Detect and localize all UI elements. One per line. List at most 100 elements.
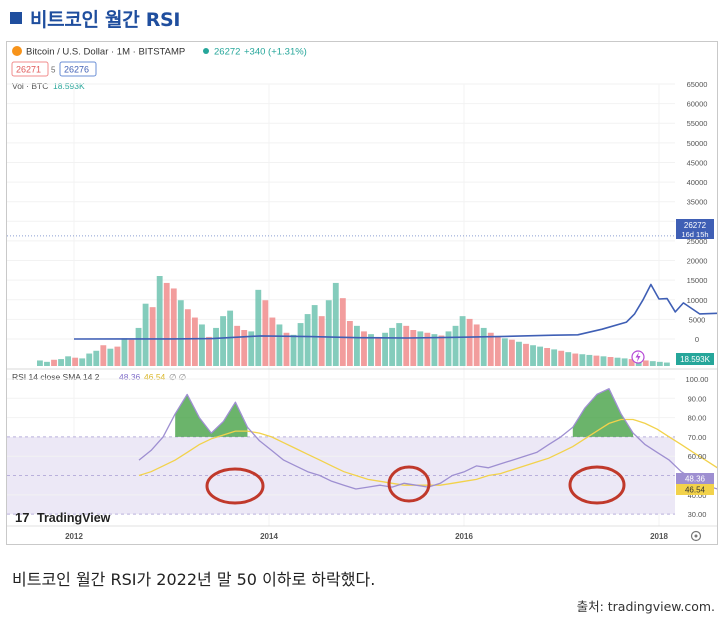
tradingview-logo: 17 xyxy=(15,510,29,525)
rsi-tick-label: 90.00 xyxy=(688,394,707,403)
chart-header: Bitcoin / U.S. Dollar · 1M · BITSTAMP 26… xyxy=(11,46,307,91)
rsi-series xyxy=(138,388,717,490)
rsi-tag-text: 48.36 xyxy=(685,475,706,484)
bitcoin-icon xyxy=(12,46,22,56)
volume-bar xyxy=(424,332,431,366)
volume-bar xyxy=(593,355,600,366)
price-tick-label: 20000 xyxy=(687,257,708,266)
vol-tag-text: 18.593K xyxy=(680,355,710,364)
volume-bar xyxy=(551,349,558,366)
volume-bar xyxy=(93,350,100,366)
volume-bar xyxy=(283,332,290,366)
volume-bar xyxy=(523,343,529,366)
spread-text: 5 xyxy=(51,66,56,75)
volume-bar xyxy=(614,357,621,366)
volume-bar xyxy=(346,321,353,366)
volume-bar xyxy=(65,356,72,366)
volume-bar xyxy=(72,357,79,366)
volume-bar xyxy=(494,336,501,366)
volume-bar xyxy=(361,331,367,366)
volume-bar xyxy=(128,339,135,366)
volume-bar xyxy=(213,327,219,366)
volume-bar xyxy=(58,359,64,366)
volume-bar xyxy=(368,334,374,366)
volume-bar xyxy=(508,339,515,366)
volume-bar xyxy=(318,316,325,366)
volume-bar xyxy=(417,331,424,366)
rsi-tick-label: 40.00 xyxy=(688,491,707,500)
volume-bar xyxy=(37,360,43,366)
heading-square-icon xyxy=(10,12,22,24)
lightning-icon[interactable] xyxy=(631,350,645,364)
rsi-value: 48.36 xyxy=(119,372,141,382)
volume-bar xyxy=(466,318,473,366)
price-tick-label: 15000 xyxy=(687,276,708,285)
time-tick-label: 2012 xyxy=(65,532,83,541)
volume-bar xyxy=(206,336,212,366)
volume-bar xyxy=(311,305,318,366)
volume-bar xyxy=(297,323,304,366)
price-axis: 6500060000550005000045000400003500030000… xyxy=(687,80,708,344)
volume-bar xyxy=(480,327,487,366)
volume-bar xyxy=(199,324,205,366)
settings-gear-icon[interactable] xyxy=(690,530,702,542)
rsi-gridlines xyxy=(7,378,675,515)
volume-bar xyxy=(332,282,339,366)
rsi-line xyxy=(138,388,717,490)
bid-box[interactable] xyxy=(11,61,49,77)
volume-bar xyxy=(276,324,283,366)
price-tick-label: 35000 xyxy=(687,198,708,207)
live-dot-icon xyxy=(203,48,209,54)
bid-text: 26271 xyxy=(16,65,41,75)
volume-bar xyxy=(234,325,241,366)
rsi-sma-value: 46.54 xyxy=(144,372,166,382)
volume-bar xyxy=(579,354,586,366)
rsi-sma-line xyxy=(138,418,717,486)
volume-bar xyxy=(177,300,184,366)
volume-bar xyxy=(516,341,522,366)
volume-bar xyxy=(262,300,269,366)
volume-bar xyxy=(607,357,614,366)
volume-bar xyxy=(459,316,466,366)
volume-bar xyxy=(410,330,417,366)
rsi-overbought-fill xyxy=(175,394,248,437)
volume-bar xyxy=(431,334,438,366)
volume-bar xyxy=(142,303,149,366)
vol-label: Vol · BTC xyxy=(12,81,48,91)
price-tick-label: 5000 xyxy=(689,315,706,324)
volume-bar xyxy=(354,325,360,366)
volume-bar xyxy=(79,358,86,366)
volume-bar xyxy=(663,362,670,366)
price-tick-label: 0 xyxy=(695,335,699,344)
rsi-sma-tag-text: 46.54 xyxy=(685,486,706,495)
oversold-circle-2019 xyxy=(387,465,431,503)
symbol-text: Bitcoin / U.S. Dollar · 1M · BITSTAMP xyxy=(26,47,185,58)
rsi-axis: 100.0090.0080.0070.0060.0050.0040.0030.0… xyxy=(686,375,709,519)
rsi-band xyxy=(7,436,675,515)
price-tag-sub: 16d 15h xyxy=(681,230,708,239)
rsi-tags: 48.36 46.54 xyxy=(676,473,714,495)
volume-bar xyxy=(600,356,607,366)
volume-bar xyxy=(375,336,381,366)
vol-tag: 18.593K xyxy=(676,353,714,365)
price-tag-text: 26272 xyxy=(684,221,707,230)
volume-bar xyxy=(290,334,297,366)
volume-bar xyxy=(163,282,170,366)
time-tick-label: 2018 xyxy=(650,532,668,541)
rsi-fills xyxy=(175,388,634,437)
price-series xyxy=(7,235,717,340)
volume-bar xyxy=(121,338,128,366)
price-tick-label: 65000 xyxy=(687,80,708,89)
rsi-overbought-fill xyxy=(572,388,634,437)
price-tick-label: 10000 xyxy=(687,296,708,305)
volume-bar xyxy=(114,346,121,366)
page-heading: 비트코인 월간 RSI xyxy=(10,4,181,32)
volume-bar xyxy=(304,314,311,366)
price-tick-label: 40000 xyxy=(687,178,708,187)
volume-bar xyxy=(438,335,445,366)
chart-frame: Bitcoin / U.S. Dollar · 1M · BITSTAMP 26… xyxy=(6,41,718,545)
price-tag: 26272 16d 15h xyxy=(676,219,714,239)
rsi-tick-label: 70.00 xyxy=(688,433,707,442)
vol-value: 18.593K xyxy=(53,81,85,91)
ask-box[interactable] xyxy=(59,61,97,77)
